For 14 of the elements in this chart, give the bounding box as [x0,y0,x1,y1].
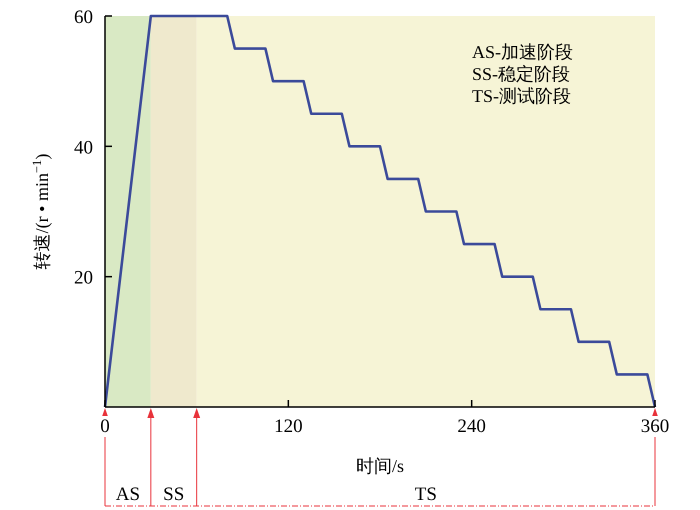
y-tick-label: 20 [74,268,93,289]
y-tick-label: 60 [74,7,93,28]
x-axis-title: 时间/s [356,456,404,476]
x-tick-label: 120 [274,416,303,437]
annotation: TS-测试阶段 [472,86,571,106]
y-tick-label: 40 [74,137,93,158]
x-tick-label: 0 [100,416,110,437]
x-tick-label: 360 [640,416,670,437]
text: TS [414,484,437,505]
x-tick-label: 240 [457,416,486,437]
annotation: SS-稳定阶段 [472,64,570,84]
text: AS [116,484,140,505]
annotation: AS-加速阶段 [472,42,574,62]
text: SS [163,484,184,505]
